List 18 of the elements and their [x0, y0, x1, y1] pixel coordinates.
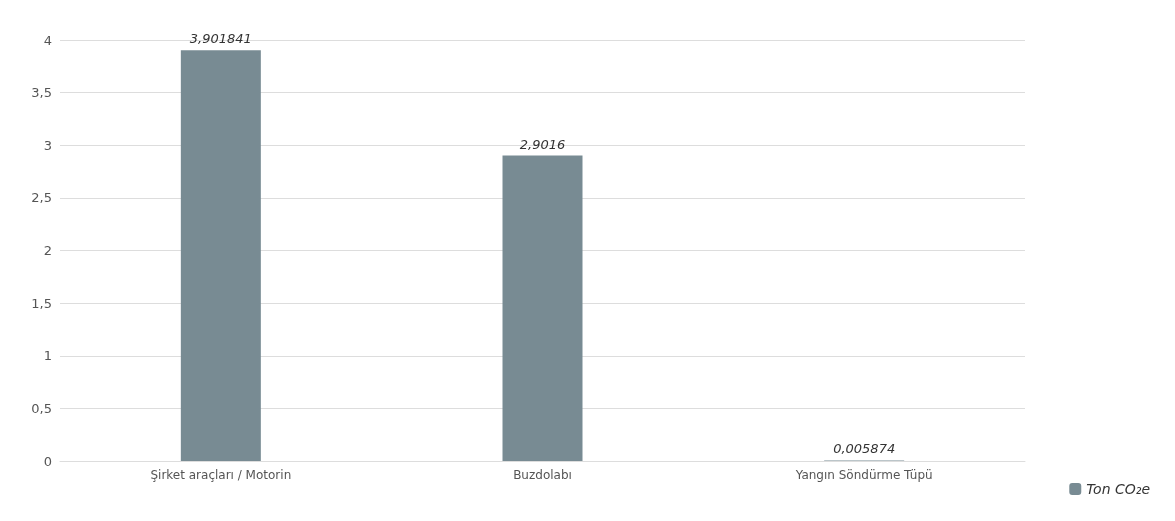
y-tick-label: 1,5 [31, 295, 52, 311]
bar [180, 50, 261, 461]
data-label: 0,005874 [833, 441, 896, 457]
data-label: 3,901841 [189, 31, 252, 47]
y-tick-label: 4 [43, 32, 52, 48]
bar [502, 155, 583, 461]
y-tick-label: 2,5 [31, 190, 52, 206]
x-tick-label: Şirket araçları / Motorin [150, 468, 292, 482]
x-tick-label: Yangın Söndürme Tüpü [794, 468, 933, 482]
y-tick-label: 3 [43, 137, 52, 153]
legend-label: Ton CO₂e [1086, 481, 1150, 497]
y-tick-label: 0 [43, 453, 52, 469]
data-label: 2,9016 [519, 136, 566, 152]
y-tick-label: 0,5 [31, 400, 52, 416]
x-tick-label: Buzdolabı [513, 468, 572, 482]
y-tick-label: 2 [43, 243, 52, 258]
y-tick-label: 1 [43, 348, 52, 364]
y-tick-label: 3,5 [31, 85, 52, 101]
